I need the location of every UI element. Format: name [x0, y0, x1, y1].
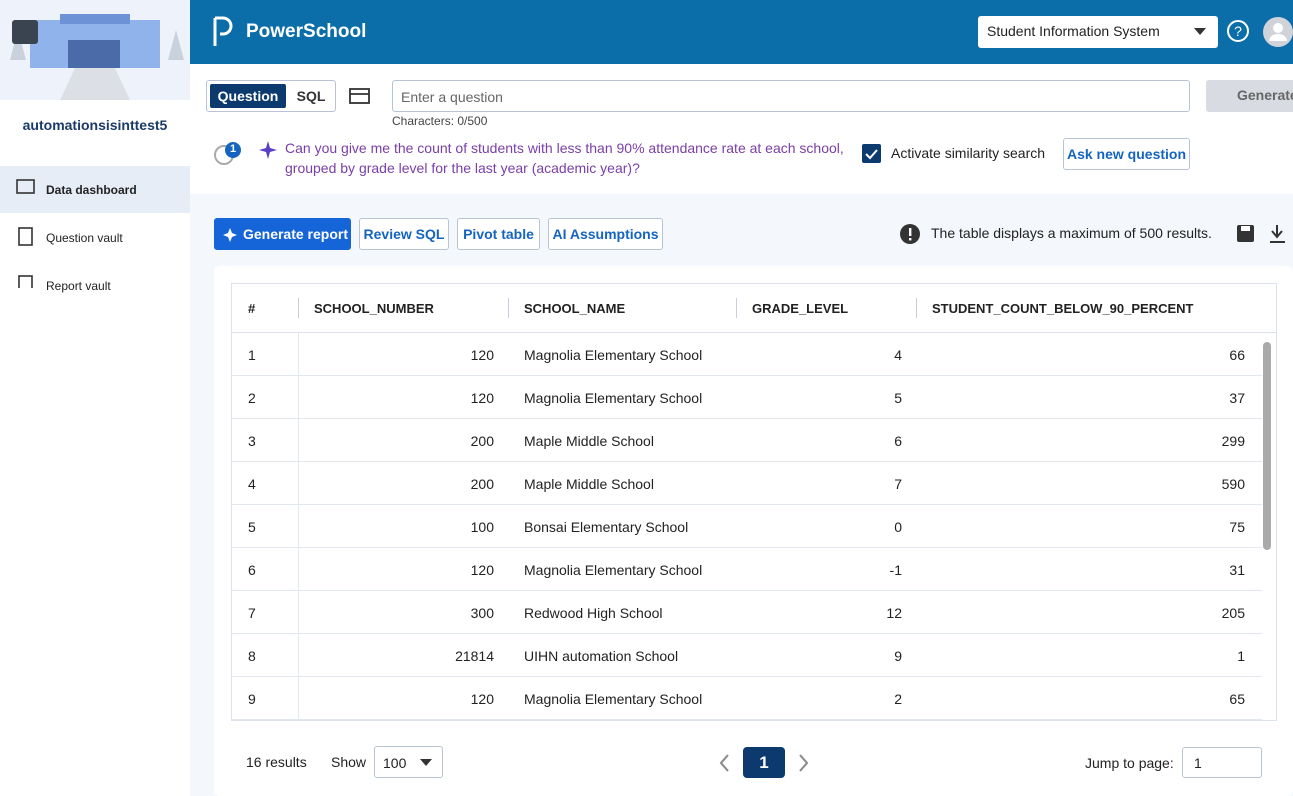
table-cell: Maple Middle School — [524, 419, 736, 462]
toolbar-button[interactable]: AI Assumptions — [548, 218, 663, 250]
generate-button[interactable]: Generate — [1206, 80, 1293, 112]
sort-filter-icons — [836, 302, 896, 316]
table-cell: Magnolia Elementary School — [524, 333, 736, 376]
table-cell: 66 — [916, 333, 1245, 376]
current-page[interactable]: 1 — [743, 747, 785, 778]
similarity-label: Activate similarity search — [891, 145, 1045, 161]
column-divider — [736, 298, 737, 318]
table-cell: 65 — [916, 677, 1245, 720]
save-download-icons[interactable] — [1236, 224, 1286, 244]
table-cell: 299 — [916, 419, 1245, 462]
tab[interactable]: SQL — [289, 84, 333, 108]
mode-toggle: Question SQL — [206, 80, 336, 112]
table-cell: 9 — [248, 677, 298, 720]
table-cell: 120 — [298, 333, 494, 376]
sort-filter-icons — [656, 302, 716, 316]
table-cell: 2 — [736, 677, 902, 720]
table-cell: 1 — [248, 333, 298, 376]
table-cell: 12 — [736, 591, 902, 634]
question-input[interactable]: Enter a question — [392, 80, 1190, 112]
table-cell: 200 — [298, 462, 494, 505]
table-cell: 31 — [916, 548, 1245, 591]
toolbar-button[interactable]: Review SQL — [359, 218, 449, 250]
column-divider — [916, 298, 917, 318]
toolbar-button[interactable]: Pivot table — [457, 218, 540, 250]
school-banner — [0, 0, 190, 100]
show-label: Show — [331, 754, 366, 770]
table-cell: 2 — [248, 376, 298, 419]
table-cell: 4 — [248, 462, 298, 505]
data-table: #SCHOOL_NUMBERSCHOOL_NAMEGRADE_LEVELSTUD… — [231, 283, 1277, 721]
table-cell: 5 — [248, 505, 298, 548]
table-cell: Magnolia Elementary School — [524, 376, 736, 419]
column-header: # — [248, 284, 298, 333]
sparkle-icon — [258, 140, 280, 162]
result-count: 16 results — [246, 754, 307, 770]
table-cell: 6 — [736, 419, 902, 462]
table-cell: 590 — [916, 462, 1245, 505]
table-cell: 7 — [736, 462, 902, 505]
table-cell: Maple Middle School — [524, 462, 736, 505]
char-count: Characters: 0/500 — [392, 114, 487, 128]
sort-filter-icons — [428, 302, 488, 316]
table-cell: Bonsai Elementary School — [524, 505, 736, 548]
table-cell: Redwood High School — [524, 591, 736, 634]
result-notice: The table displays a maximum of 500 resu… — [931, 225, 1212, 241]
table-cell: 9 — [736, 634, 902, 677]
table-cell: 120 — [298, 548, 494, 591]
table-cell: 120 — [298, 677, 494, 720]
help-icon[interactable]: ? — [1226, 19, 1250, 43]
table-cell: 0 — [736, 505, 902, 548]
dropdown-arrow — [1194, 28, 1206, 36]
jump-input[interactable]: 1 — [1182, 747, 1262, 778]
sidebar: automationsisinttest5 Data dashboard Que… — [0, 0, 190, 796]
table-cell: UIHN automation School — [524, 634, 736, 677]
table-cell: 4 — [736, 333, 902, 376]
svg-text:?: ? — [1234, 23, 1242, 39]
sparkle-icon — [222, 225, 242, 243]
table-cell: 100 — [298, 505, 494, 548]
sort-filter-icons — [1179, 302, 1239, 316]
org-name: automationsisinttest5 — [0, 117, 190, 133]
table-cell: 205 — [916, 591, 1245, 634]
table-cell: 200 — [298, 419, 494, 462]
previous-question[interactable]: Can you give me the count of students wi… — [285, 138, 850, 178]
jump-label: Jump to page: — [1085, 755, 1174, 771]
info-icon — [900, 224, 921, 245]
column-divider — [298, 298, 299, 318]
collapse-menu[interactable] — [12, 20, 38, 44]
ask-new-button[interactable]: Ask new question — [1063, 138, 1190, 170]
avatar[interactable] — [1262, 16, 1293, 47]
logo — [212, 16, 236, 48]
column-divider — [508, 298, 509, 318]
table-cell: 120 — [298, 376, 494, 419]
table-cell: 5 — [736, 376, 902, 419]
table-cell: 7 — [248, 591, 298, 634]
scrollbar[interactable] — [1263, 342, 1271, 550]
brand: PowerSchool — [246, 21, 366, 43]
table-cell: -1 — [736, 548, 902, 591]
table-cell: Magnolia Elementary School — [524, 548, 736, 591]
page-size-select[interactable]: 100 — [374, 746, 443, 778]
table-cell: 3 — [248, 419, 298, 462]
table-cell: 8 — [248, 634, 298, 677]
table-icon[interactable] — [349, 87, 371, 105]
app-select[interactable]: Student Information System — [978, 16, 1218, 48]
table-cell: 300 — [298, 591, 494, 634]
history-badge: 1 — [227, 143, 239, 155]
table-cell: 75 — [916, 505, 1245, 548]
top-bar: PowerSchool Student Information System ? — [190, 0, 1293, 64]
tab[interactable]: Question — [210, 84, 286, 108]
checkbox[interactable] — [862, 144, 881, 163]
nav-icons — [16, 178, 36, 288]
table-cell: 37 — [916, 376, 1245, 419]
table-cell: 21814 — [298, 634, 494, 677]
dropdown-arrow — [420, 759, 432, 767]
table-cell: Magnolia Elementary School — [524, 677, 736, 720]
table-cell: 1 — [916, 634, 1245, 677]
table-cell: 6 — [248, 548, 298, 591]
